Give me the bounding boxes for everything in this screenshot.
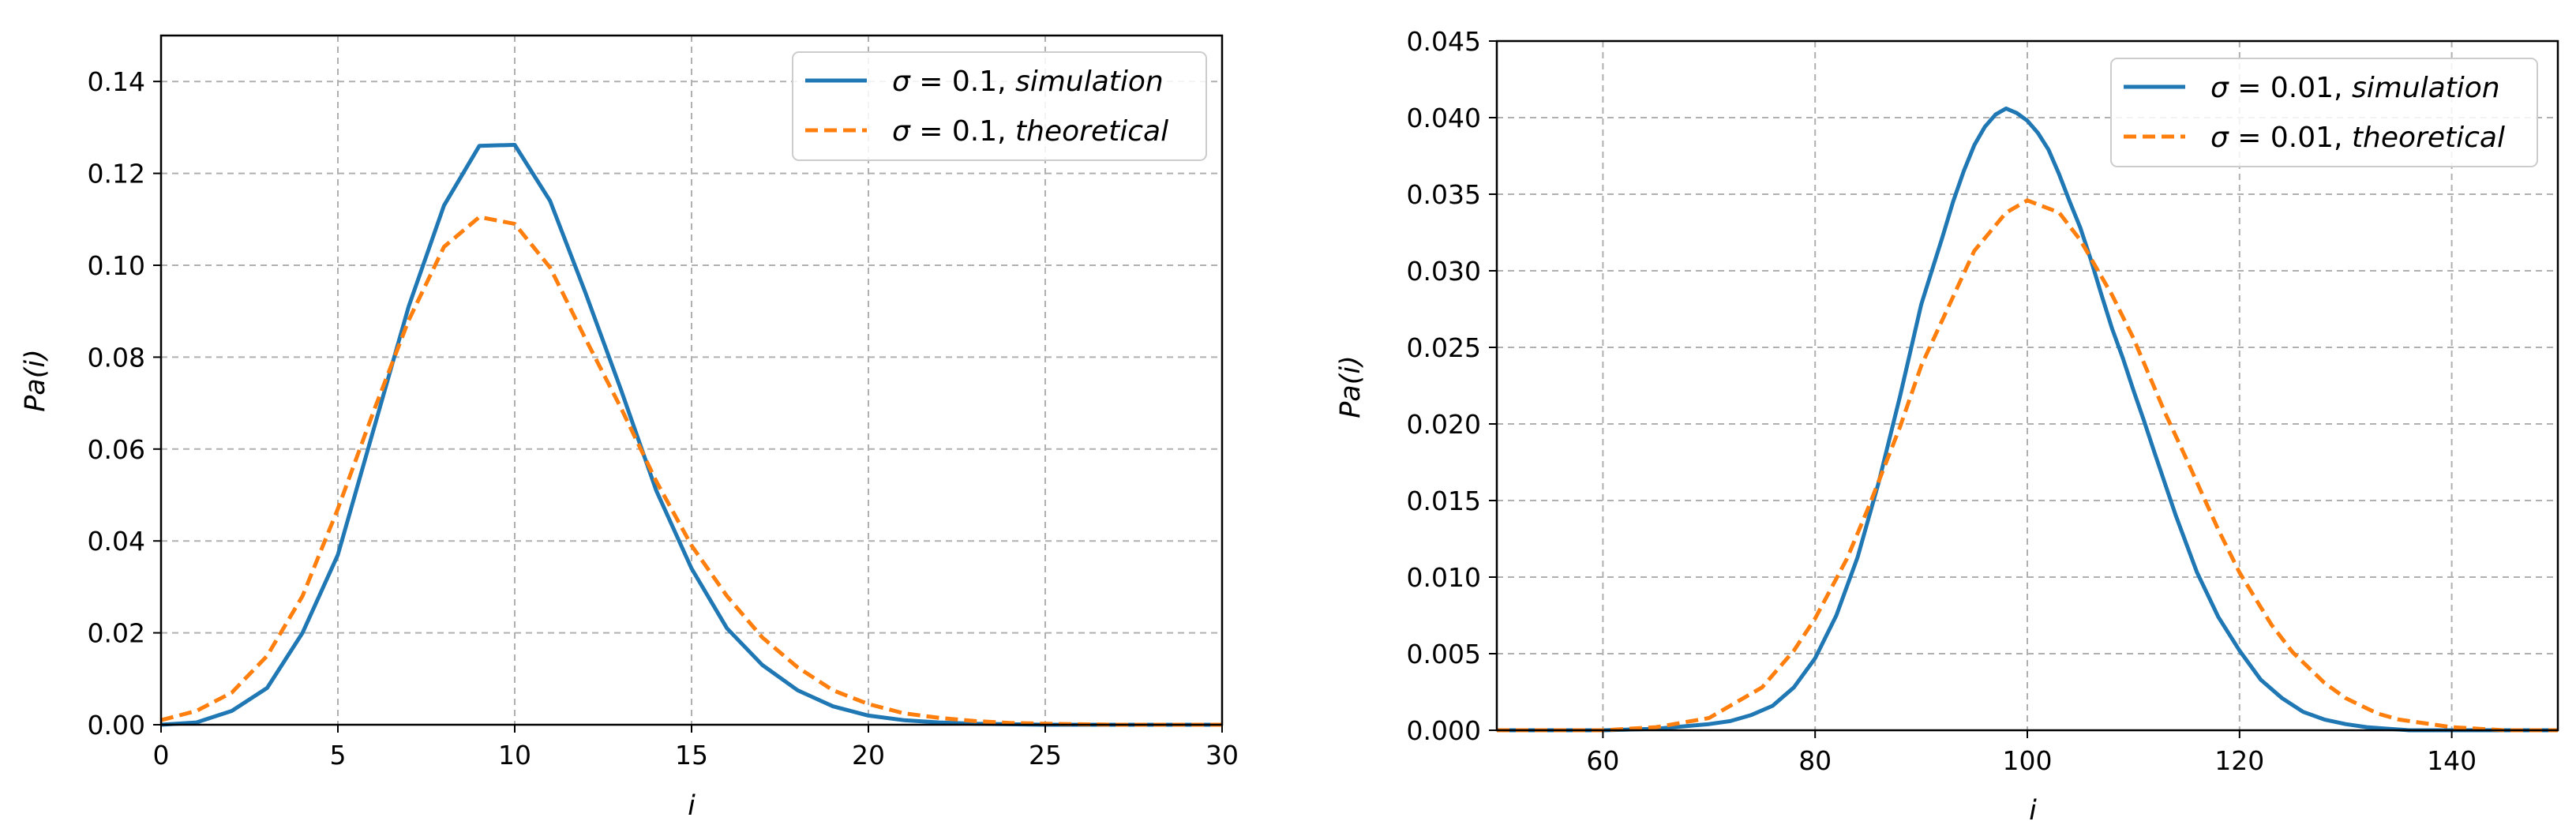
x-tick-label-right: 120 <box>2214 745 2264 776</box>
y-tick-label-right: 0.040 <box>1407 103 1481 133</box>
x-tick-label-right: 60 <box>1586 745 1619 776</box>
y-tick-label-left: 0.00 <box>88 710 145 741</box>
ticks-left: 0 5 10 15 20 25 30 0.00 0.02 0.04 0.06 0.08 0.10 0.12… <box>88 66 1239 771</box>
x-tick-label-left: 10 <box>498 740 531 771</box>
x-tick-label-right: 100 <box>2003 745 2053 776</box>
legend-sigma-simulation-left: 0.1 <box>952 66 997 98</box>
y-tick-label-left: 0.04 <box>88 526 145 557</box>
legend-label-simulation-left: σ = 0.1, simulation <box>892 66 1164 98</box>
legend-sigma-theoretical-right: 0.01 <box>2270 122 2334 154</box>
y-tick-label-right: 0.025 <box>1407 332 1481 363</box>
x-tick-label-left: 25 <box>1029 740 1062 771</box>
series-line-theoretical-right <box>1497 198 2558 733</box>
series-layer-right <box>1497 106 2558 733</box>
x-tick-label-left: 30 <box>1206 740 1239 771</box>
x-axis-label-left: i <box>688 790 696 822</box>
series-line-simulation-right <box>1497 106 2558 733</box>
x-tick-label-right: 140 <box>2427 745 2477 776</box>
y-tick-label-left: 0.02 <box>88 618 145 649</box>
x-tick-label-left: 20 <box>852 740 885 771</box>
legend-label-theoretical-left: σ = 0.1, theoretical <box>892 115 1168 148</box>
legend-sigma-simulation-right: 0.01 <box>2270 72 2334 104</box>
y-tick-label-right: 0.005 <box>1407 639 1481 669</box>
x-tick-label-left: 5 <box>330 740 347 771</box>
legend-label-theoretical-right: σ = 0.01, theoretical <box>2210 122 2505 154</box>
x-tick-label-left: 0 <box>153 740 170 771</box>
y-tick-label-right: 0.030 <box>1407 256 1481 287</box>
y-tick-label-left: 0.10 <box>88 250 145 281</box>
legend-box-left <box>792 51 1207 161</box>
legend-label-simulation-right: σ = 0.01, simulation <box>2210 72 2500 104</box>
legend-kind-simulation-right: simulation <box>2352 72 2500 104</box>
y-tick-label-right: 0.000 <box>1407 715 1481 746</box>
y-tick-label-right: 0.045 <box>1407 26 1481 57</box>
y-tick-label-right: 0.035 <box>1407 179 1481 210</box>
legend-kind-simulation-left: simulation <box>1015 66 1164 98</box>
x-tick-label-right: 80 <box>1798 745 1832 776</box>
x-axis-label-right: i <box>2029 795 2037 827</box>
y-tick-label-left: 0.12 <box>88 159 145 189</box>
y-axis-label-right: Pa(i) <box>1335 355 1367 418</box>
grid-left <box>160 36 1223 726</box>
y-tick-label-left: 0.14 <box>88 66 145 97</box>
legend-kind-theoretical-right: theoretical <box>2352 122 2505 154</box>
y-tick-label-left: 0.06 <box>88 434 145 465</box>
y-tick-label-right: 0.010 <box>1407 562 1481 593</box>
y-axis-label-left: Pa(i) <box>20 349 51 412</box>
legend-left: σ = 0.1, simulation σ = 0.1, theoretical <box>792 51 1207 161</box>
x-tick-label-left: 15 <box>675 740 708 771</box>
y-tick-label-right: 0.020 <box>1407 409 1481 440</box>
chart-right: 60 80 100 120 140 0.000 0.005 0.010 0.015 0.020 0.… <box>1335 26 2559 827</box>
legend-right: σ = 0.01, simulation σ = 0.01, theoretic… <box>2110 58 2538 167</box>
legend-box-right <box>2110 58 2538 167</box>
ticks-right: 60 80 100 120 140 0.000 0.005 0.010 0.015 0.020 0.… <box>1407 26 2477 776</box>
y-tick-label-left: 0.08 <box>88 342 145 373</box>
legend-kind-theoretical-left: theoretical <box>1015 115 1168 148</box>
legend-sigma-theoretical-left: 0.1 <box>952 115 997 148</box>
chart-left: 0 5 10 15 20 25 30 0.00 0.02 0.04 0.06 0.08 0.10 0.12… <box>20 34 1239 822</box>
y-tick-label-right: 0.015 <box>1407 486 1481 516</box>
